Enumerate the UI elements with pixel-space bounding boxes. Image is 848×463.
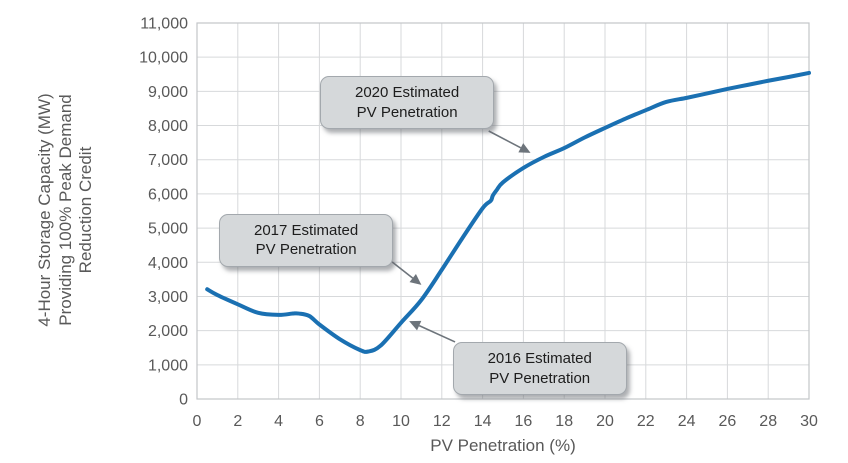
annotation-2016-callout: 2016 Estimated PV Penetration: [452, 342, 627, 396]
annotation-2017-callout: 2017 Estimated PV Penetration: [219, 213, 394, 267]
y-tick-label: 4,000: [148, 255, 188, 272]
x-tick-label: 24: [678, 413, 696, 430]
x-tick-label: 8: [356, 413, 365, 430]
annotation-arrowhead-2017: [409, 273, 422, 285]
annotation-2020-callout: 2020 Estimated PV Penetration: [320, 76, 495, 130]
y-tick-label: 1,000: [148, 357, 188, 374]
plot-border: [196, 22, 810, 400]
annotation-arrow-line-2020: [488, 130, 522, 149]
y-tick-label: 8,000: [148, 118, 188, 135]
annotation-arrow-line-2016: [418, 324, 456, 343]
y-tick-label: 9,000: [148, 84, 188, 101]
x-tick-label: 4: [274, 413, 283, 430]
y-tick-label: 3,000: [148, 289, 188, 306]
x-tick-label: 20: [596, 413, 614, 430]
y-tick-label: 0: [179, 392, 188, 409]
x-tick-label: 0: [193, 413, 202, 430]
y-tick-label: 11,000: [140, 16, 188, 33]
x-tick-label: 22: [637, 413, 655, 430]
x-tick-label: 30: [800, 413, 818, 430]
x-tick-label: 18: [555, 413, 573, 430]
x-tick-label: 28: [759, 413, 777, 430]
annotation-arrowhead-2020: [518, 143, 531, 153]
y-tick-label: 2,000: [148, 323, 188, 340]
y-tick-label: 6,000: [148, 186, 188, 203]
y-tick-label: 5,000: [148, 221, 188, 238]
x-tick-label: 12: [433, 413, 451, 430]
x-tick-label: 14: [474, 413, 492, 430]
x-tick-label: 6: [315, 413, 324, 430]
x-axis-title: PV Penetration (%): [430, 436, 576, 455]
curve-line: [205, 70, 811, 354]
x-tick-label: 10: [392, 413, 410, 430]
x-tick-label: 16: [515, 413, 533, 430]
annotation-arrow-line-2017: [391, 261, 414, 279]
annotation-arrowhead-2016: [409, 320, 422, 331]
y-tick-label: 7,000: [148, 152, 188, 169]
x-tick-label: 2: [233, 413, 242, 430]
y-tick-label: 10,000: [139, 50, 188, 67]
x-tick-label: 26: [719, 413, 737, 430]
